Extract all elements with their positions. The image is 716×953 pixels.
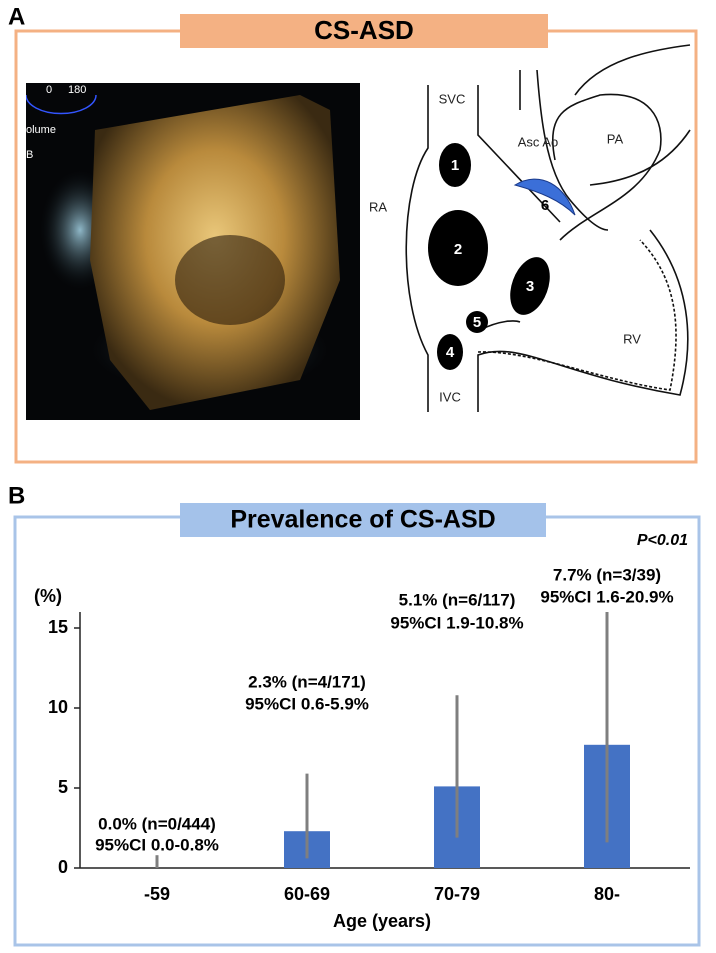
ci-label: 95%CI 1.6-20.9% [540, 587, 673, 606]
diagram-label: RA [369, 199, 387, 214]
anatomy-diagram [405, 44, 691, 412]
echo-image [26, 83, 360, 420]
value-label: 5.1% (n=6/117) [399, 590, 516, 609]
site-number: 3 [526, 278, 534, 295]
site-number: 2 [454, 241, 462, 258]
panel-label: B [8, 482, 25, 509]
site-number: 5 [473, 314, 481, 331]
value-label: 0.0% (n=0/444) [98, 814, 216, 833]
y-axis-label: (%) [34, 586, 62, 606]
ci-label: 95%CI 0.6-5.9% [245, 694, 369, 713]
echo-overlay: 0 [46, 84, 52, 96]
diagram-label: SVC [439, 91, 466, 106]
diagram-label: RV [623, 331, 641, 346]
y-tick-label: 10 [48, 697, 68, 717]
value-label: 7.7% (n=3/39) [553, 565, 661, 584]
diagram-label: IVC [439, 389, 461, 404]
echo-overlay: olume [26, 124, 56, 136]
diagram-label: Asc Ao [518, 134, 558, 149]
echo-overlay: B [26, 149, 33, 161]
panel-header [180, 14, 548, 48]
x-tick-label: 80- [594, 884, 620, 904]
y-tick-label: 0 [58, 857, 68, 877]
y-tick-label: 15 [48, 617, 68, 637]
value-label: 2.3% (n=4/171) [248, 672, 366, 691]
chart-title: Prevalence of CS-ASD [230, 506, 495, 534]
panel-label: A [8, 3, 25, 30]
panel-header [180, 503, 546, 537]
echo-overlay: 180 [68, 84, 86, 96]
ci-label: 95%CI 1.9-10.8% [390, 613, 523, 632]
site-number: 6 [541, 197, 549, 214]
site-number: 4 [446, 344, 455, 361]
y-tick-label: 5 [58, 777, 68, 797]
annotation: P<0.01 [637, 532, 688, 549]
ci-label: 95%CI 0.0-0.8% [95, 835, 219, 854]
diagram-label: PA [607, 131, 624, 146]
x-tick-label: -59 [144, 884, 170, 904]
x-tick-label: 70-79 [434, 884, 480, 904]
x-axis-label: Age (years) [333, 911, 431, 931]
plot-area [155, 612, 630, 868]
site-number: 1 [451, 157, 459, 174]
x-tick-label: 60-69 [284, 884, 330, 904]
panel-title: CS-ASD [314, 15, 414, 45]
